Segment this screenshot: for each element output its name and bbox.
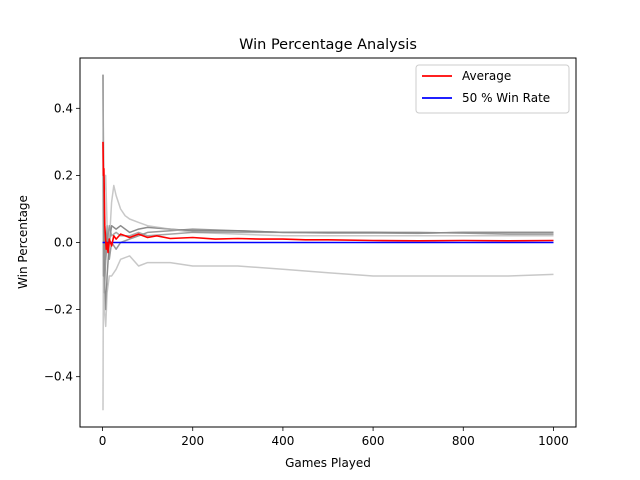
x-tick-label: 800: [452, 434, 475, 448]
simulation-line: [102, 74, 554, 244]
series-line-average: [102, 141, 554, 254]
legend-label: 50 % Win Rate: [462, 91, 550, 105]
x-axis-label: Games Played: [285, 456, 371, 470]
x-tick-label: 600: [362, 434, 385, 448]
x-axis: 0 200 400 600 800 1000: [99, 427, 569, 448]
y-tick-label: 0.0: [54, 236, 73, 250]
simulation-line: [102, 141, 554, 277]
legend-box: [415, 64, 570, 114]
x-tick-label: 1000: [538, 434, 569, 448]
simulation-line: [102, 241, 554, 411]
legend: Average 50 % Win Rate: [415, 64, 570, 114]
series-lines: [102, 141, 554, 254]
y-tick-label: 0.2: [54, 168, 73, 182]
y-axis-label: Win Percentage: [16, 195, 30, 289]
chart-title: Win Percentage Analysis: [239, 37, 417, 53]
x-tick-label: 0: [99, 434, 107, 448]
x-tick-label: 400: [271, 434, 294, 448]
y-tick-label: −0.4: [44, 370, 73, 384]
y-tick-label: −0.2: [44, 303, 73, 317]
y-axis: −0.4 −0.2 0.0 0.2 0.4: [44, 101, 80, 384]
x-tick-label: 200: [181, 434, 204, 448]
legend-label: Average: [462, 69, 511, 83]
y-tick-label: 0.4: [54, 101, 73, 115]
